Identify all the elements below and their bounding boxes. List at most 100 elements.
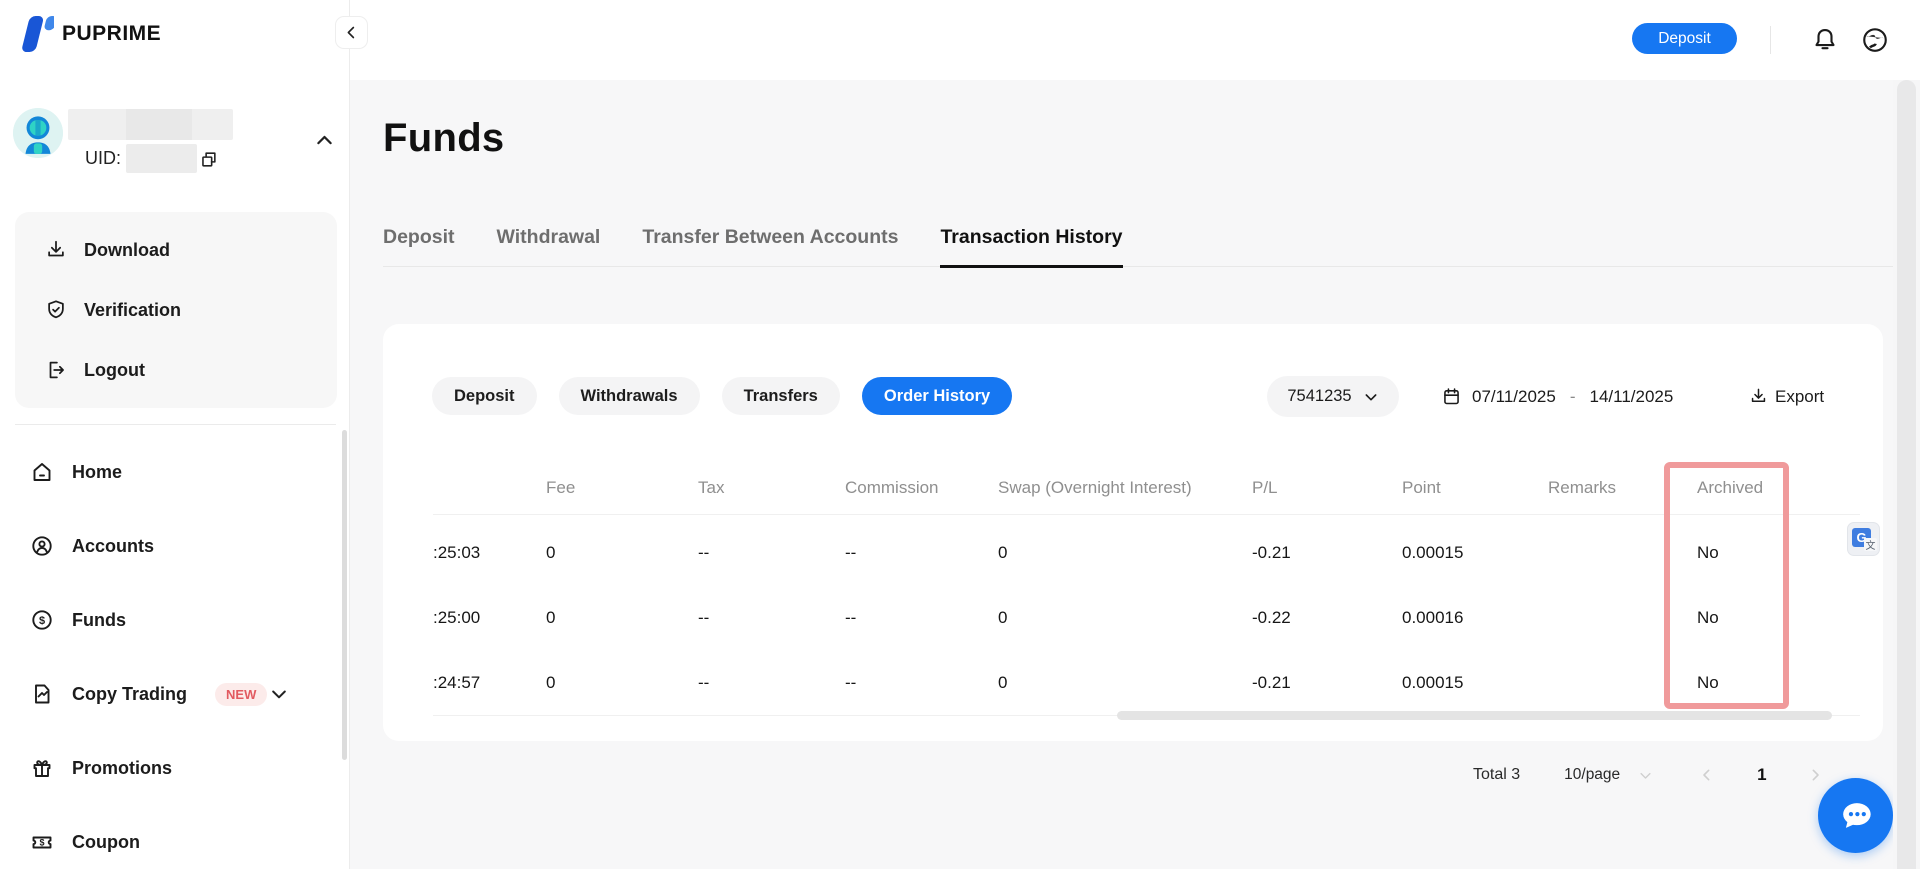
sidebar-item-verification[interactable]: Verification	[15, 281, 337, 339]
table-row: :25:03 0 -- -- 0 -0.21 0.00015 No	[383, 520, 1860, 585]
horizontal-scrollbar[interactable]	[1117, 711, 1832, 720]
column-header-swap: Swap (Overnight Interest)	[998, 478, 1192, 497]
cell-tax: --	[698, 542, 710, 562]
tab-deposit[interactable]: Deposit	[383, 226, 455, 248]
date-from: 07/11/2025	[1472, 386, 1556, 406]
puprime-logo-icon	[16, 14, 54, 54]
sidebar-collapse-button[interactable]	[335, 16, 368, 49]
cell-pl: -0.21	[1252, 672, 1291, 692]
sidebar-item-promotions[interactable]: Promotions	[15, 731, 337, 805]
sidebar: PUPRIME UID:	[0, 0, 368, 869]
cell-point: 0.00015	[1402, 542, 1464, 562]
brand-logo[interactable]: PUPRIME	[16, 14, 161, 54]
user-circle-icon	[30, 534, 54, 558]
avatar[interactable]	[13, 108, 63, 158]
filter-pill-order-history[interactable]: Order History	[861, 377, 1013, 415]
sidebar-item-download[interactable]: Download	[15, 221, 337, 279]
main-content: Funds Deposit Withdrawal Transfer Betwee…	[350, 80, 1920, 869]
table-row: :25:00 0 -- -- 0 -0.22 0.00016 No	[383, 585, 1860, 650]
pagination: Total 3 10/page 1	[1473, 760, 1823, 790]
filter-pill-withdrawals[interactable]: Withdrawals	[558, 377, 700, 415]
calendar-icon	[1441, 386, 1462, 407]
cell-tax: --	[698, 672, 710, 692]
vertical-scrollbar[interactable]	[1897, 80, 1916, 869]
account-select[interactable]: 7541235	[1267, 376, 1399, 417]
chat-button[interactable]	[1818, 778, 1893, 853]
date-range-picker[interactable]: 07/11/2025 - 14/11/2025	[1441, 376, 1673, 417]
new-badge: NEW	[215, 682, 268, 706]
cell-archived: No	[1697, 542, 1719, 562]
cell-commission: --	[845, 542, 857, 562]
filter-pill-deposit[interactable]: Deposit	[432, 377, 537, 415]
pagination-current-page[interactable]: 1	[1757, 765, 1767, 784]
tab-transfer-between-accounts[interactable]: Transfer Between Accounts	[642, 226, 899, 248]
cell-point: 0.00015	[1402, 672, 1464, 692]
cell-pl: -0.22	[1252, 607, 1291, 627]
sidebar-item-coupon[interactable]: $ Coupon	[15, 805, 337, 869]
column-header-commission: Commission	[845, 478, 939, 497]
table-header-row: Fee Tax Commission Swap (Overnight Inter…	[383, 472, 1860, 504]
topbar: Deposit	[350, 0, 1920, 80]
account-select-value: 7541235	[1287, 387, 1352, 405]
sidebar-item-label: Copy Trading	[72, 683, 188, 704]
deposit-button[interactable]: Deposit	[1632, 23, 1737, 54]
filter-pills: Deposit Withdrawals Transfers Order Hist…	[432, 377, 1013, 415]
cell-commission: --	[845, 607, 857, 627]
pagination-prev-icon[interactable]	[1699, 767, 1715, 783]
chevron-down-icon	[1363, 389, 1379, 405]
account-menu-group: Download Verification Logout	[15, 212, 337, 408]
cell-point: 0.00016	[1402, 607, 1464, 627]
cell-pl: -0.21	[1252, 542, 1291, 562]
topbar-divider	[1770, 26, 1771, 54]
sidebar-nav: Home Accounts $ Funds Copy Trading NEW	[15, 435, 337, 869]
brand-name: PUPRIME	[62, 22, 162, 45]
sidebar-item-label: Home	[72, 461, 123, 482]
transaction-history-card: Deposit Withdrawals Transfers Order Hist…	[383, 324, 1883, 741]
filter-pill-transfers[interactable]: Transfers	[721, 377, 840, 415]
chevron-down-icon[interactable]	[1638, 768, 1653, 783]
dollar-circle-icon: $	[30, 608, 54, 632]
sidebar-item-copy-trading[interactable]: Copy Trading NEW	[15, 657, 337, 731]
pagination-next-icon[interactable]	[1807, 767, 1823, 783]
shield-check-icon	[45, 299, 67, 321]
copy-icon[interactable]	[199, 150, 218, 169]
cell-fee: 0	[546, 607, 556, 627]
translate-icon[interactable]: G 文	[1847, 522, 1880, 556]
sidebar-item-label: Logout	[84, 359, 145, 380]
sidebar-item-funds[interactable]: $ Funds	[15, 583, 337, 657]
table-body: :25:03 0 -- -- 0 -0.21 0.00015 No :25:00…	[383, 520, 1860, 715]
column-header-archived: Archived	[1697, 478, 1764, 497]
sidebar-item-home[interactable]: Home	[15, 435, 337, 509]
export-label: Export	[1775, 386, 1825, 406]
chevron-up-icon[interactable]	[314, 130, 335, 151]
globe-icon[interactable]	[1860, 25, 1890, 55]
chevron-down-icon[interactable]	[269, 684, 289, 704]
tab-withdrawal[interactable]: Withdrawal	[496, 226, 601, 248]
page-size-select[interactable]: 10/page	[1564, 766, 1621, 783]
sidebar-item-logout[interactable]: Logout	[15, 341, 337, 399]
vertical-scrollbar-track	[1893, 80, 1920, 869]
cell-fee: 0	[546, 542, 556, 562]
cell-swap: 0	[998, 607, 1008, 627]
cell-tax: --	[698, 607, 710, 627]
export-button[interactable]: Export	[1749, 376, 1824, 417]
blurred-uid-value	[126, 144, 197, 173]
page-title: Funds	[383, 116, 505, 160]
bell-icon[interactable]	[1810, 25, 1840, 55]
table-row: :24:57 0 -- -- 0 -0.21 0.00015 No	[383, 650, 1860, 715]
date-to: 14/11/2025	[1589, 386, 1674, 406]
svg-text:$: $	[39, 615, 45, 627]
tab-transaction-history[interactable]: Transaction History	[940, 226, 1123, 268]
sidebar-item-label: Funds	[72, 609, 126, 630]
sidebar-item-label: Download	[84, 239, 170, 260]
cell-swap: 0	[998, 672, 1008, 692]
cell-fee: 0	[546, 672, 556, 692]
tab-bar: Deposit Withdrawal Transfer Between Acco…	[383, 226, 1893, 268]
cell-time: :24:57	[433, 672, 481, 692]
column-header-tax: Tax	[698, 478, 725, 497]
sidebar-divider	[15, 424, 336, 425]
sidebar-item-accounts[interactable]: Accounts	[15, 509, 337, 583]
column-header-point: Point	[1402, 478, 1441, 497]
blurred-username	[68, 109, 233, 140]
sidebar-scrollbar[interactable]	[342, 430, 347, 760]
